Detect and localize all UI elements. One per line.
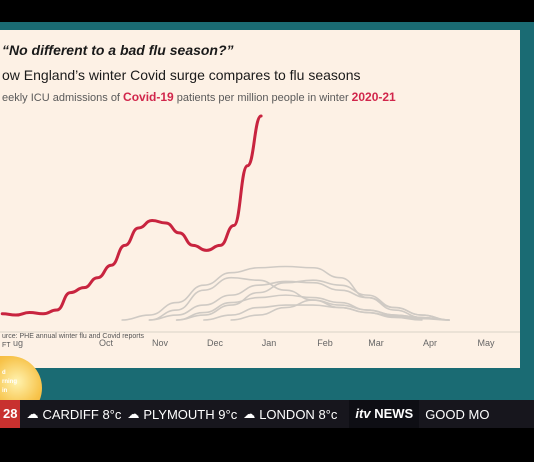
ticker-temp: 9°c <box>218 406 238 422</box>
itv-news-logo: itv NEWS <box>349 400 420 428</box>
ticker-item-plymouth: ☁ PLYMOUTH 9°c <box>127 407 237 422</box>
chart-subtitle: ow England’s winter Covid surge compares… <box>2 67 361 83</box>
logo-text-3: in <box>2 388 8 394</box>
chart-card: “No different to a bad flu season?” ow E… <box>0 30 520 368</box>
series-line-flu-season <box>203 304 450 321</box>
x-tick-label: Oct <box>99 338 114 348</box>
x-tick-label: May <box>477 338 495 348</box>
ticker-temp: 8°c <box>102 406 122 422</box>
x-tick-label: Feb <box>317 338 333 348</box>
series-line-flu-season <box>175 279 450 321</box>
x-tick-label: Mar <box>368 338 384 348</box>
desc-middle: patients per million people in winter <box>173 92 352 104</box>
series-line-flu-season <box>230 299 450 321</box>
x-tick-label: Apr <box>423 338 437 348</box>
cloud-icon: ☁ <box>127 407 140 421</box>
ticker-temp-fragment: 28 <box>0 400 21 428</box>
source-line-1: urce: PHE annual winter flu and Covid re… <box>2 333 145 340</box>
ticker-item-london: ☁ LONDON 8°c <box>243 407 337 422</box>
ticker-city: LONDON <box>259 406 315 422</box>
bottom-letterbox <box>0 428 534 462</box>
chart-title: “No different to a bad flu season?” <box>2 42 234 58</box>
logo-text-1: d <box>2 370 6 376</box>
source-line-2: FT <box>2 342 11 349</box>
top-letterbox <box>0 0 534 22</box>
line-chart: ug Oct Nov Dec Jan Feb Mar Apr May <box>0 114 520 348</box>
desc-highlight-covid: Covid-19 <box>123 90 174 104</box>
broadcast-frame: “No different to a bad flu season?” ow E… <box>0 22 534 420</box>
next-programme: GOOD MO <box>425 406 490 422</box>
ticker-city: PLYMOUTH <box>143 406 215 422</box>
channel-word: NEWS <box>374 406 414 421</box>
series-line-flu-season <box>121 265 450 321</box>
ticker-temp: 8°c <box>318 406 338 422</box>
desc-prefix: eekly ICU admissions of <box>2 92 124 104</box>
weather-ticker: 28 ☁ CARDIFF 8°c ☁ PLYMOUTH 9°c ☁ LONDON… <box>0 400 534 428</box>
desc-highlight-season: 2020-21 <box>351 90 396 104</box>
cloud-icon: ☁ <box>243 407 256 421</box>
x-tick-label: ug <box>13 338 23 348</box>
channel-name: itv <box>355 406 371 421</box>
cloud-icon: ☁ <box>26 407 39 421</box>
ticker-city: CARDIFF <box>42 406 99 422</box>
x-tick-label: Jan <box>262 338 277 348</box>
x-tick-label: Nov <box>152 338 169 348</box>
x-tick-label: Dec <box>207 338 224 348</box>
chart-description: eekly ICU admissions of Covid-19 patient… <box>2 90 396 104</box>
chart-source: urce: PHE annual winter flu and Covid re… <box>2 332 144 350</box>
series-line-covid <box>0 114 263 317</box>
ticker-item-cardiff: ☁ CARDIFF 8°c <box>26 407 121 422</box>
logo-text-2: rning <box>2 379 17 385</box>
